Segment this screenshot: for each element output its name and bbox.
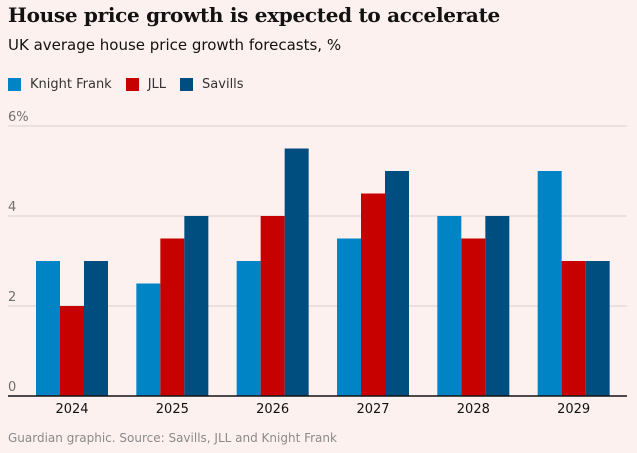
bar-savills-2026 [284, 148, 309, 396]
x-tick-label-2027: 2027 [356, 402, 389, 417]
y-tick-label-0: 0 [8, 380, 16, 395]
bar-savills-2024 [84, 261, 108, 396]
bar-savills-2028 [485, 216, 510, 396]
legend: Knight Frank JLL Savills [8, 77, 258, 92]
bar-knight-frank-2029 [537, 171, 562, 396]
chart-subtitle: UK average house price growth forecasts,… [8, 36, 342, 54]
bar-jll-2027 [361, 193, 385, 396]
bar-knight-frank-2026 [236, 261, 261, 396]
bar-jll-2026 [260, 216, 285, 396]
legend-item-knight-frank: Knight Frank [8, 77, 112, 92]
bar-jll-2029 [561, 261, 586, 396]
legend-label-savills: Savills [202, 77, 244, 92]
y-tick-label-4: 4 [8, 200, 16, 215]
bar-savills-2025 [184, 216, 209, 396]
legend-label-knight-frank: Knight Frank [30, 77, 112, 92]
bar-jll-2025 [160, 238, 185, 396]
x-tick-label-2025: 2025 [156, 402, 189, 417]
legend-item-jll: JLL [125, 77, 167, 92]
y-tick-label-2: 2 [8, 290, 16, 305]
y-tick-label-6: 6% [8, 110, 29, 125]
bar-savills-2029 [585, 261, 610, 396]
x-tick-label-2028: 2028 [457, 402, 490, 417]
legend-item-savills: Savills [180, 77, 244, 92]
bar-knight-frank-2027 [337, 238, 361, 396]
bar-knight-frank-2024 [36, 261, 60, 396]
x-tick-label-2024: 2024 [55, 402, 88, 417]
legend-swatch-jll [125, 78, 139, 91]
legend-label-jll: JLL [147, 77, 167, 92]
source-note: Guardian graphic. Source: Savills, JLL a… [8, 431, 337, 445]
chart-title: House price growth is expected to accele… [8, 3, 500, 27]
bar-knight-frank-2028 [437, 216, 462, 396]
legend-swatch-savills [180, 78, 194, 91]
bar-knight-frank-2025 [136, 283, 161, 396]
bar-jll-2028 [461, 238, 486, 396]
bar-savills-2027 [385, 171, 409, 396]
x-tick-label-2029: 2029 [557, 402, 590, 417]
x-tick-label-2026: 2026 [256, 402, 289, 417]
legend-swatch-knight-frank [8, 78, 21, 91]
bar-jll-2024 [60, 306, 84, 396]
